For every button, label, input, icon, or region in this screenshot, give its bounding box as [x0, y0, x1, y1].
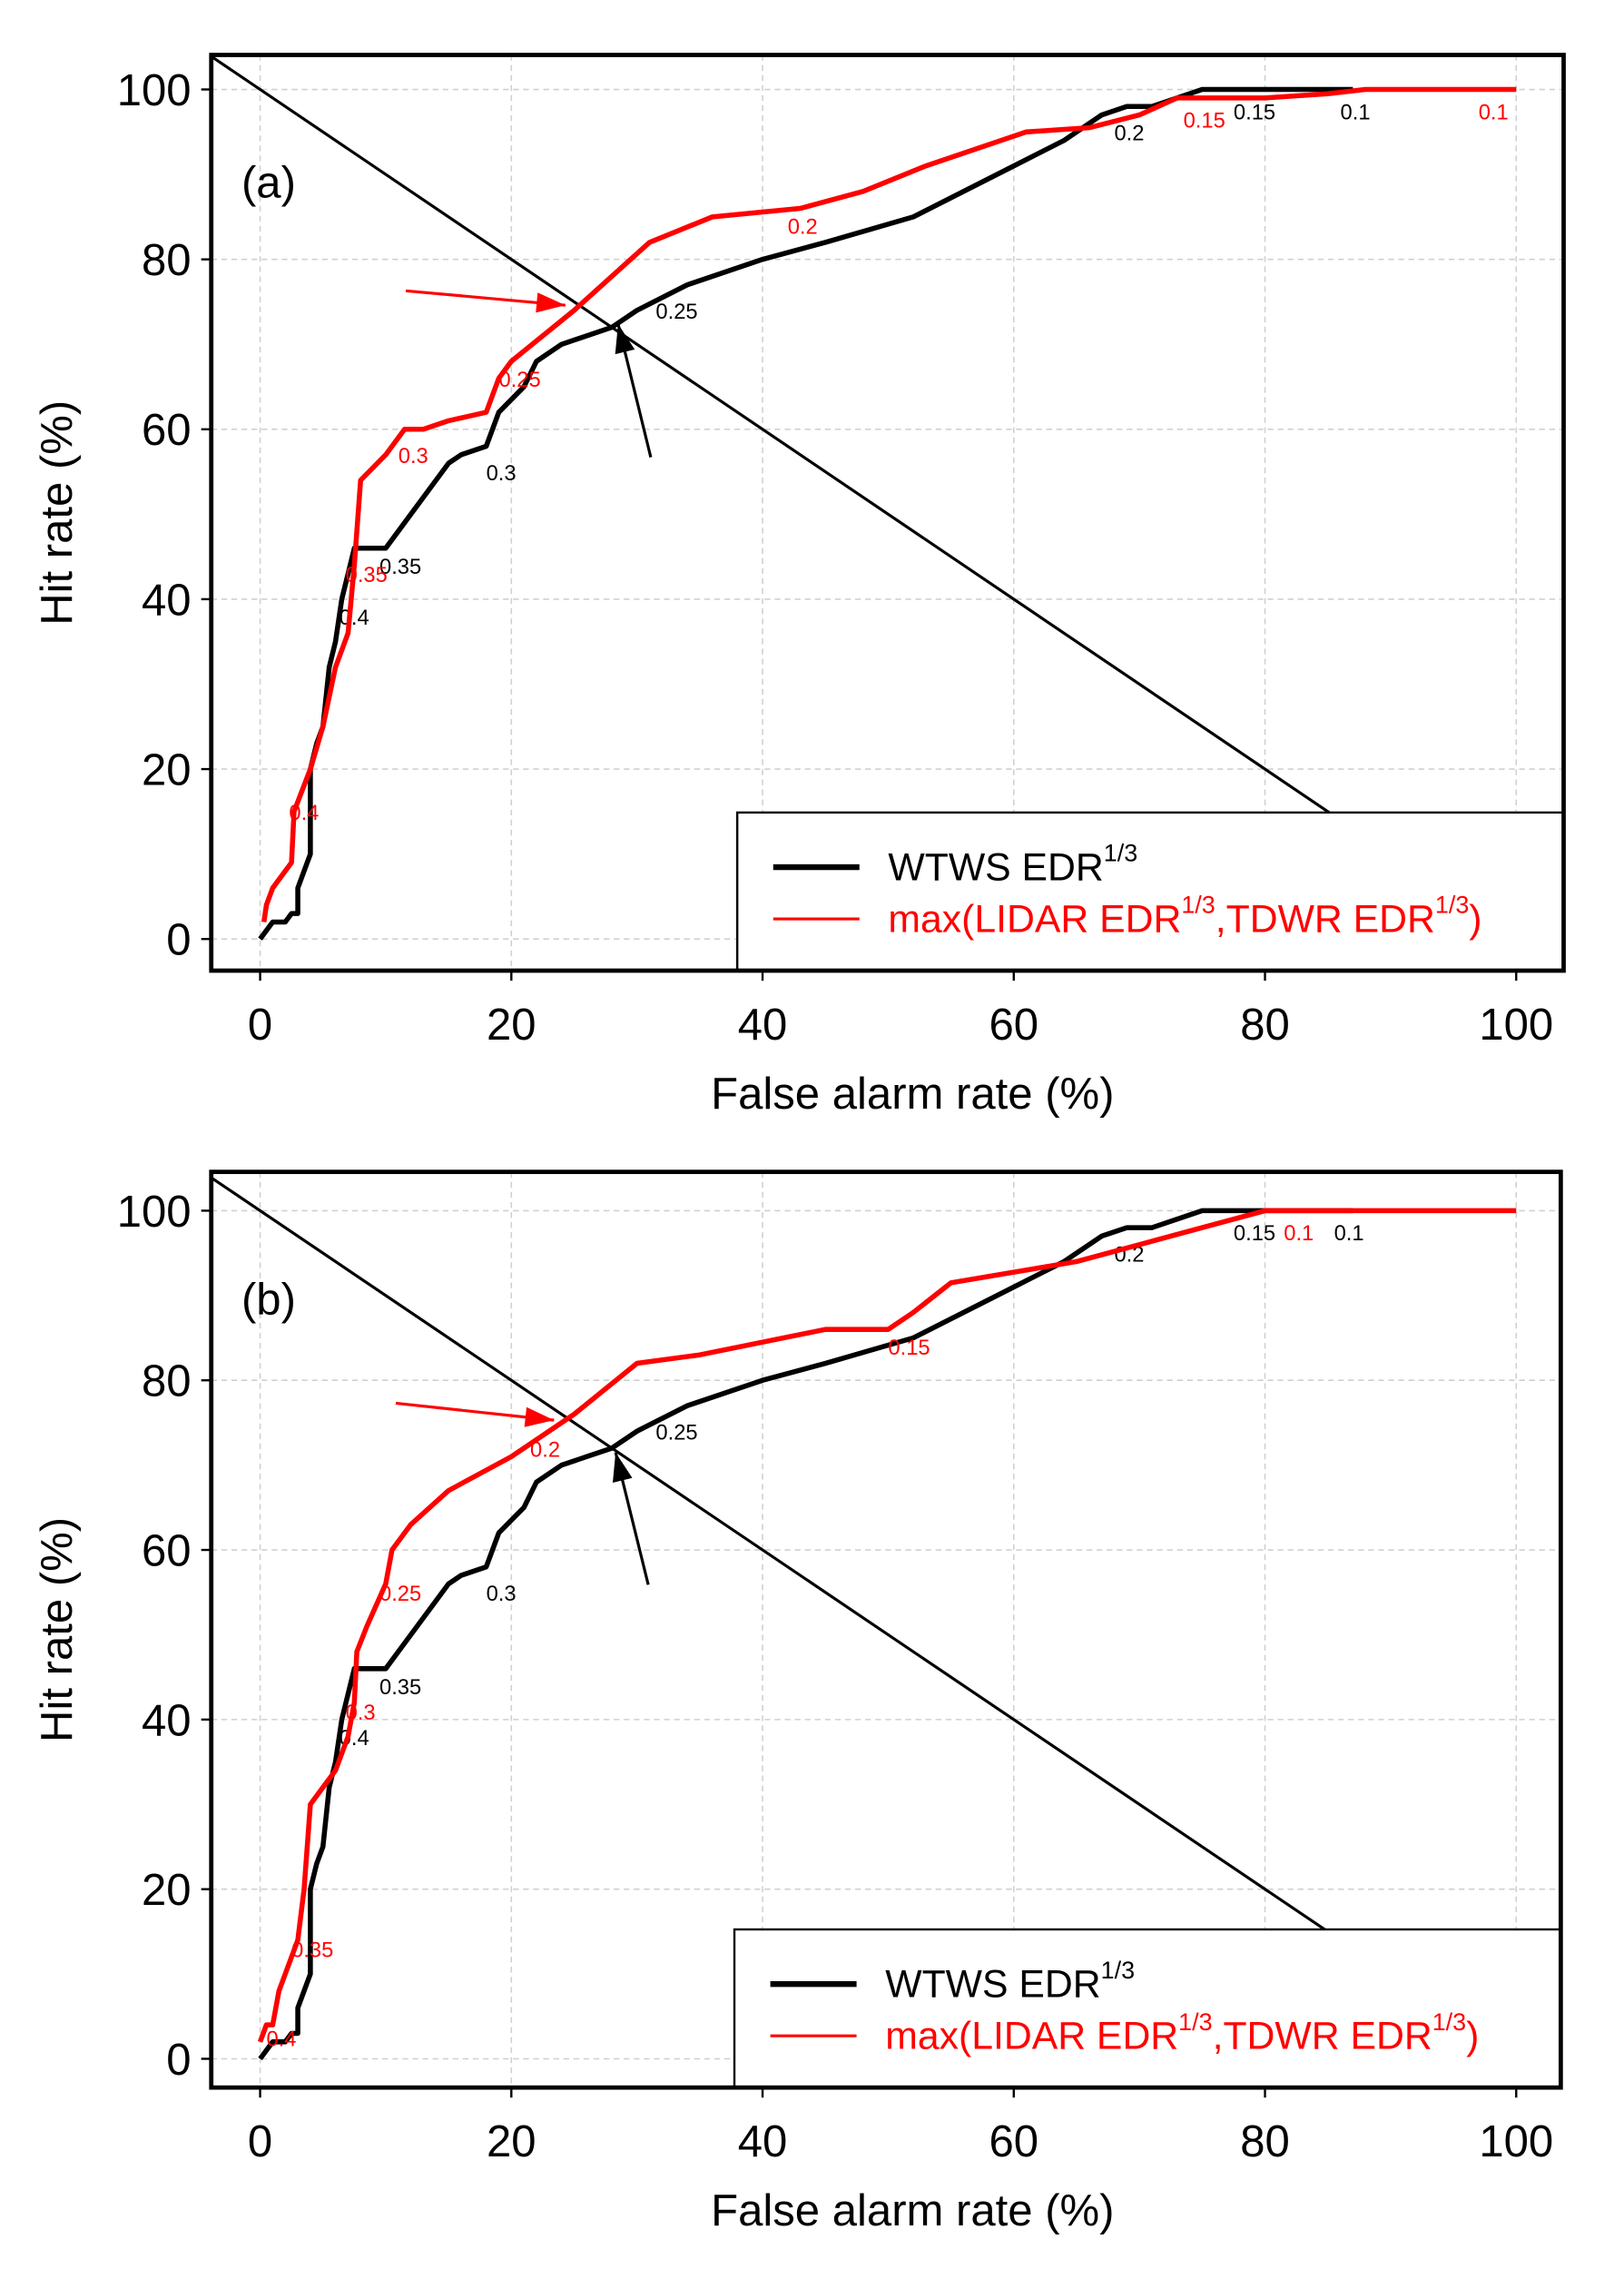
- legend-sup: 1/3: [1435, 892, 1469, 919]
- threshold-label: 0.3: [399, 445, 428, 469]
- threshold-label: 0.3: [487, 1583, 517, 1606]
- x-axis-title: False alarm rate (%): [711, 2186, 1114, 2235]
- threshold-label: 0.25: [379, 1583, 421, 1606]
- y-tick-label: 60: [142, 1526, 192, 1575]
- threshold-label: 0.15: [888, 1337, 930, 1360]
- x-tick-label: 0: [248, 2117, 272, 2166]
- y-tick-label: 80: [142, 236, 192, 285]
- x-tick-label: 40: [738, 2117, 788, 2166]
- threshold-label: 0.2: [788, 216, 818, 240]
- threshold-label: 0.25: [498, 369, 540, 392]
- panel-a: 0 0 20 20 40 40 60 60 80 80 100 100 False alarm rate…: [33, 53, 1566, 1119]
- legend-text: WTWS EDR: [885, 1962, 1100, 2006]
- legend-entry: WTWS EDR1/3: [888, 840, 1137, 890]
- legend-text: ,TDWR EDR: [1213, 2014, 1432, 2057]
- arrow-head: [524, 1406, 555, 1427]
- legend-entry: WTWS EDR1/3: [885, 1957, 1135, 2007]
- series-line-max-lidar-tdwr: [257, 1208, 1517, 2043]
- threshold-label: 0.35: [291, 1939, 333, 1962]
- panel-label: (a): [241, 158, 296, 207]
- threshold-label: 0.4: [289, 802, 319, 825]
- threshold-label: 0.3: [487, 462, 517, 486]
- legend-sup: 1/3: [1181, 892, 1215, 919]
- diagonal-reference-line: [211, 54, 1332, 815]
- legend-text: WTWS EDR: [888, 845, 1103, 889]
- y-tick-label: 40: [142, 576, 192, 625]
- legend-text: max(LIDAR EDR: [888, 897, 1181, 941]
- diagonal-reference-line: [211, 1176, 1332, 1935]
- series-line-wtws: [258, 1208, 1353, 2061]
- arrow-head: [536, 292, 566, 313]
- x-tick-label: 100: [1479, 2117, 1553, 2166]
- legend-entry: max(LIDAR EDR1/3,TDWR EDR1/3): [888, 892, 1481, 942]
- threshold-label: 0.1: [1334, 1222, 1364, 1246]
- plot-frame: [209, 53, 1566, 973]
- threshold-label: 0.15: [1234, 101, 1275, 124]
- y-axis-title: Hit rate (%): [33, 1517, 82, 1742]
- threshold-label: 0.1: [1341, 101, 1371, 124]
- y-tick-label: 0: [166, 2036, 191, 2085]
- legend-text: max(LIDAR EDR: [885, 2014, 1178, 2057]
- y-tick-label: 40: [142, 1696, 192, 1745]
- x-tick-label: 0: [248, 1001, 272, 1050]
- threshold-label: 0.1: [1479, 101, 1509, 124]
- legend-sup: 1/3: [1432, 2008, 1466, 2036]
- y-tick-label: 20: [142, 745, 192, 794]
- x-axis-title: False alarm rate (%): [711, 1070, 1114, 1119]
- plot-frame: [209, 1169, 1563, 2090]
- series-line-wtws: [258, 86, 1353, 941]
- series-line-max-lidar-tdwr: [261, 86, 1517, 922]
- x-tick-label: 20: [487, 1001, 536, 1050]
- threshold-label: 0.3: [346, 1702, 376, 1725]
- x-tick-label: 60: [989, 2117, 1038, 2166]
- threshold-label: 0.25: [655, 301, 697, 324]
- y-axis-title: Hit rate (%): [33, 400, 82, 626]
- threshold-label: 0.1: [1284, 1222, 1314, 1246]
- y-tick-label: 100: [117, 1188, 192, 1237]
- threshold-label: 0.25: [655, 1422, 697, 1445]
- panel-b: 0 0 20 20 40 40 60 60 80 80 100 100 False alarm rate…: [33, 1169, 1563, 2235]
- legend-sup: 1/3: [1101, 1957, 1135, 1984]
- legend-box: [733, 1928, 1562, 2089]
- y-tick-label: 80: [142, 1357, 192, 1406]
- threshold-label: 0.35: [379, 1676, 421, 1700]
- threshold-label: 0.35: [379, 556, 421, 579]
- x-tick-label: 20: [487, 2117, 536, 2166]
- legend-entry: max(LIDAR EDR1/3,TDWR EDR1/3): [885, 2008, 1479, 2058]
- plot-area: 0.4 0.35 0.3 0.25 0.2 0.15 0.1 0.4 0.35 0.3 0.25 0.…: [211, 54, 1517, 941]
- y-tick-label: 20: [142, 1866, 192, 1915]
- y-tick-label: 60: [142, 406, 192, 455]
- threshold-label: 0.35: [346, 564, 388, 587]
- legend-sup: 1/3: [1178, 2008, 1212, 2036]
- legend-text: ): [1469, 897, 1481, 941]
- x-tick-label: 80: [1240, 1001, 1290, 1050]
- arrow-head: [615, 323, 635, 355]
- legend-text: ,TDWR EDR: [1216, 897, 1435, 941]
- legend-sup: 1/3: [1104, 840, 1137, 867]
- threshold-label: 0.15: [1234, 1222, 1275, 1246]
- legend-box: [735, 811, 1565, 972]
- legend-text: ): [1466, 2014, 1479, 2057]
- x-tick-label: 40: [738, 1001, 788, 1050]
- x-tick-label: 60: [989, 1001, 1038, 1050]
- threshold-label: 0.4: [340, 607, 369, 630]
- y-tick-label: 0: [166, 916, 191, 965]
- threshold-label: 0.2: [530, 1438, 560, 1462]
- x-tick-label: 100: [1479, 1001, 1553, 1050]
- y-tick-label: 100: [117, 66, 192, 115]
- plot-area: 0.40.350.30.250.20.15 0.10.40.350.30.250.…: [211, 1176, 1517, 2061]
- x-tick-label: 80: [1240, 2117, 1290, 2166]
- threshold-label: 0.4: [266, 2027, 296, 2051]
- arrow-head: [612, 1452, 633, 1484]
- threshold-label: 0.2: [1114, 123, 1144, 146]
- panel-label: (b): [241, 1275, 296, 1324]
- threshold-label: 0.15: [1184, 110, 1225, 133]
